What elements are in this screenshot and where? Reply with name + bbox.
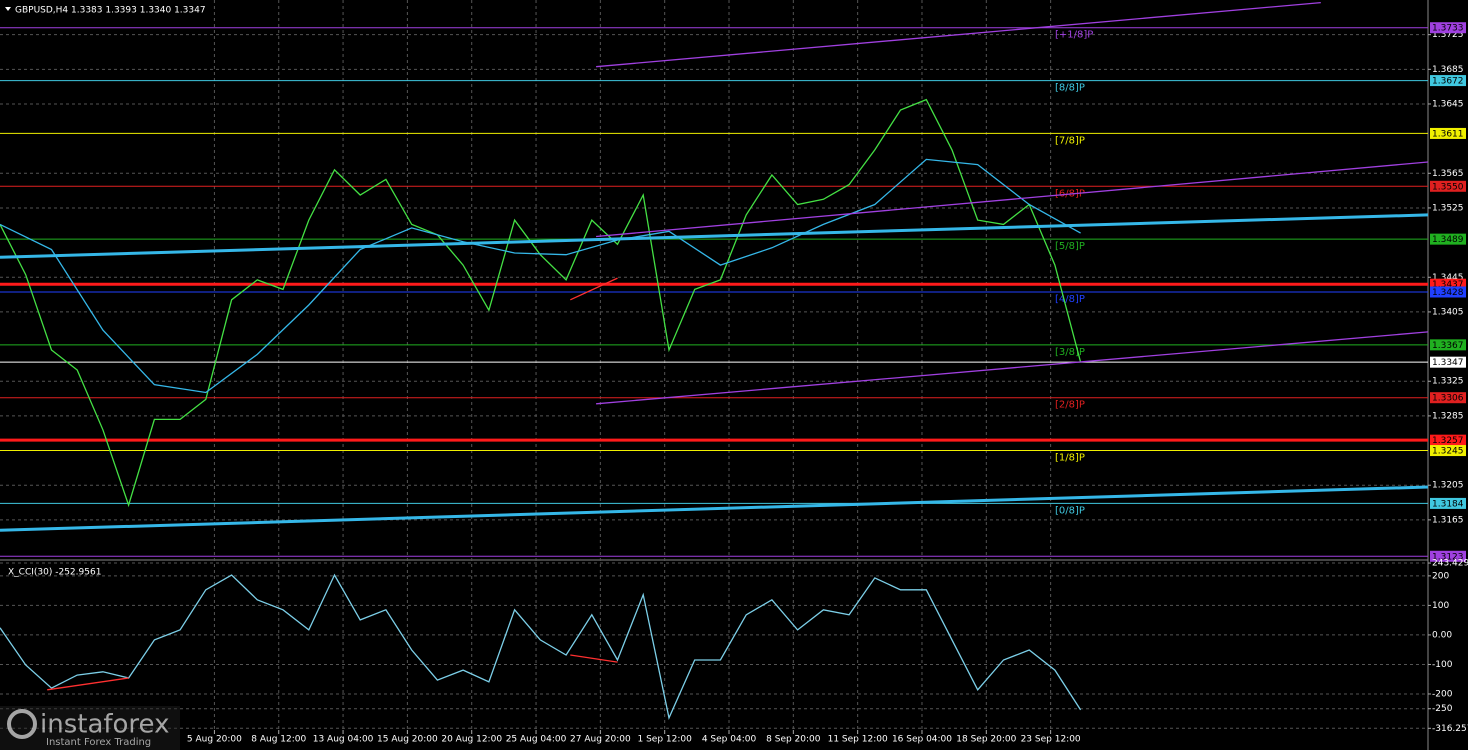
level-box [1430,180,1466,192]
level-label: 1.3184 [1432,499,1464,509]
y-tick-label: -250 [1432,704,1453,714]
level-label: 1.3489 [1432,235,1464,245]
murray-label: [0/8]P [1055,505,1085,516]
murray-label: [4/8]P [1055,294,1085,305]
level-box [1430,286,1466,298]
watermark-logo [7,709,37,739]
x-tick-label: 1 Sep 12:00 [638,735,693,745]
chart-title: X_CCI(30) -252.9561 [8,568,101,578]
level-label: 1.3672 [1432,77,1464,87]
series-line [596,1,1321,68]
y-tick-label: -200 [1432,689,1453,699]
level-box [1430,434,1466,446]
level-label: 1.3550 [1432,182,1464,192]
x-tick-label: 16 Sep 04:00 [892,735,952,745]
y-tick-label: 1.3445 [1432,273,1464,283]
level-box [1430,22,1466,34]
level-box [1430,392,1466,404]
series-line [570,277,618,301]
level-box [1430,497,1466,509]
x-tick-label: 4 Sep 04:00 [702,735,757,745]
series-line [0,213,1429,259]
y-tick-label: 243.429 [1432,559,1468,569]
level-label: 1.3428 [1432,288,1464,298]
level-label: 1.3123 [1432,552,1464,562]
y-tick-label: -316.257 [1432,724,1468,734]
level-box [1430,278,1466,290]
murray-label: [+1/8]P [1055,30,1093,41]
x-tick-label: 27 Aug 20:00 [570,735,631,745]
y-tick-label: 1.3685 [1432,65,1464,75]
murray-label: [5/8]P [1055,241,1085,252]
level-box [1430,445,1466,457]
y-tick-label: 200 [1432,571,1449,581]
y-tick-label: 100 [1432,601,1449,611]
y-tick-label: 1.3285 [1432,411,1464,421]
x-tick-label: 8 Sep 20:00 [766,735,821,745]
level-box [1430,75,1466,87]
y-tick-label: 1.3165 [1432,515,1464,525]
y-tick-label: 1.3645 [1432,99,1464,109]
y-tick-label: 1.3325 [1432,377,1464,387]
x-tick-label: 11 Sep 12:00 [828,735,888,745]
x-tick-label: 15 Aug 20:00 [377,735,438,745]
level-box [1430,550,1466,562]
x-tick-label: 8 Aug 12:00 [251,735,306,745]
level-box [1430,127,1466,139]
x-tick-label: 13 Aug 04:00 [313,735,374,745]
series-line [570,654,618,663]
chart-title: GBPUSD,H4 1.3383 1.3393 1.3340 1.3347 [15,6,206,16]
series-line [0,158,1081,394]
level-label: 1.3306 [1432,394,1464,404]
menu-arrow[interactable] [5,7,11,11]
level-label: 1.3437 [1432,280,1464,290]
murray-label: [8/8]P [1055,83,1085,94]
level-label: 1.3347 [1432,358,1464,368]
series-line [0,573,1082,721]
level-label: 1.3245 [1432,447,1464,457]
y-tick-label: 1.3725 [1432,30,1464,40]
murray-label: [7/8]P [1055,135,1085,146]
level-label: 1.3611 [1432,129,1464,139]
series-line [596,331,1429,405]
watermark-brand: instaforex [40,710,169,740]
level-label: 1.3367 [1432,341,1464,351]
y-tick-label: 1.3525 [1432,203,1464,213]
x-tick-label: 18 Sep 20:00 [956,735,1016,745]
murray-label: [3/8]P [1055,347,1085,358]
series-line [0,485,1429,532]
watermark-tagline: Instant Forex Trading [46,737,151,748]
x-tick-label: 5 Aug 20:00 [187,735,242,745]
y-tick-label: 1.3565 [1432,169,1464,179]
y-tick-label: 0.00 [1432,630,1452,640]
x-tick-label: 23 Sep 12:00 [1021,735,1081,745]
level-box [1430,356,1466,368]
y-tick-label: -100 [1432,660,1453,670]
level-box [1430,233,1466,245]
level-label: 1.3257 [1432,436,1464,446]
murray-label: [2/8]P [1055,400,1085,411]
y-tick-label: 1.3405 [1432,307,1464,317]
series-line [0,98,1082,508]
watermark: instaforex Instant Forex Trading [0,706,180,750]
level-box [1430,339,1466,351]
x-tick-label: 20 Aug 12:00 [441,735,502,745]
level-label: 1.3733 [1432,24,1464,34]
series-line [596,161,1429,238]
x-tick-label: 25 Aug 04:00 [506,735,567,745]
murray-label: [1/8]P [1055,453,1085,464]
y-tick-label: 1.3205 [1432,481,1464,491]
series-line [47,677,129,691]
